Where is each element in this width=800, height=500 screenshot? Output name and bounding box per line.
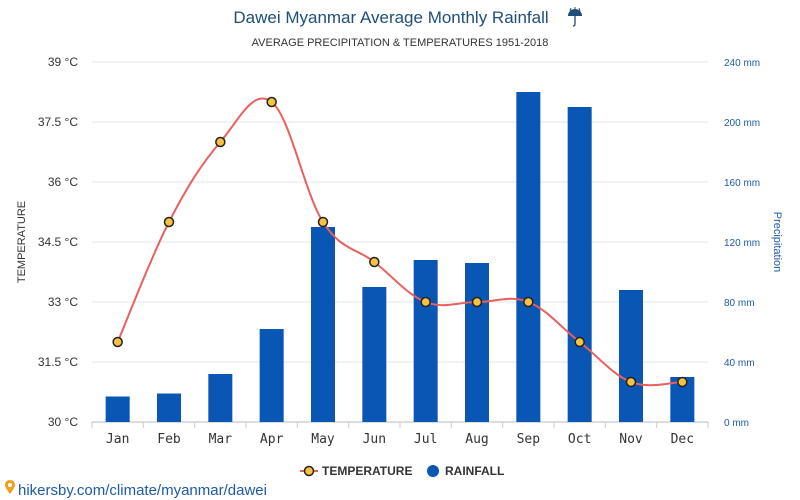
legend: TEMPERATURE RAINFALL (300, 464, 504, 478)
rainfall-bar-may[interactable] (311, 227, 335, 422)
x-tick-label-jan: Jan (106, 432, 129, 447)
right-tick-label: 200 mm (724, 118, 760, 129)
temperature-point-aug[interactable] (471, 296, 483, 308)
temperature-point-apr[interactable] (266, 96, 277, 108)
rainfall-bar-jul[interactable] (413, 260, 438, 422)
x-tick-label-jun: Jun (363, 432, 386, 447)
x-tick-label-sep: Sep (517, 432, 541, 447)
rainfall-bar-apr[interactable] (259, 329, 284, 422)
temperature-point-oct[interactable] (574, 336, 585, 348)
left-tick-label: 34.5 °C (38, 235, 78, 249)
x-tick-label-may: May (311, 432, 335, 447)
x-tick-label-aug: Aug (465, 432, 488, 447)
x-axis-ticks: Jan Feb Mar Apr May Jun Jul Aug Sep Oct Nov Dec (106, 432, 694, 447)
left-tick-label: 36 °C (48, 175, 78, 189)
x-tick-label-jul: Jul (414, 432, 437, 447)
legend-temperature-label: TEMPERATURE (322, 464, 412, 478)
right-tick-label: 80 mm (724, 298, 755, 309)
rainfall-bar-feb[interactable] (157, 393, 181, 423)
right-tick-label: 160 mm (724, 178, 760, 189)
left-tick-label: 33 °C (48, 295, 78, 309)
grid-lines (91, 61, 709, 428)
footer-link[interactable]: hikersby.com/climate/myanmar/dawei (5, 480, 267, 499)
right-tick-label: 0 mm (724, 418, 749, 429)
left-tick-label: 31.5 °C (38, 355, 78, 369)
right-axis-title: Precipitation (771, 212, 783, 273)
temperature-point-sep[interactable] (523, 296, 534, 308)
rainfall-bar-nov[interactable] (619, 290, 643, 422)
temperature-point-may[interactable] (317, 216, 329, 228)
temperature-line-group (112, 96, 688, 388)
temperature-point-jun[interactable] (369, 256, 380, 268)
temperature-point-jan[interactable] (112, 336, 123, 348)
footer-text[interactable]: hikersby.com/climate/myanmar/dawei (18, 482, 267, 499)
legend-temperature-marker (303, 465, 315, 477)
legend-rainfall-label: RAINFALL (445, 464, 504, 478)
rainfall-bar-jan[interactable] (105, 396, 130, 423)
left-tick-label: 37.5 °C (38, 115, 78, 129)
chart-subtitle: AVERAGE PRECIPITATION & TEMPERATURES 195… (252, 37, 549, 49)
x-tick-label-mar: Mar (209, 432, 233, 447)
left-axis-title: TEMPERATURE (16, 201, 28, 283)
rainfall-bar-oct[interactable] (567, 107, 592, 422)
umbrella-icon (568, 7, 582, 27)
x-tick-label-apr: Apr (260, 432, 284, 447)
rainfall-bar-jun[interactable] (362, 287, 387, 422)
location-pin-icon (5, 480, 15, 494)
right-axis-ticks: 0 mm 40 mm 80 mm 120 mm 160 mm 200 mm 240 mm (724, 58, 760, 429)
temperature-point-nov[interactable] (625, 376, 637, 388)
right-tick-label: 120 mm (724, 238, 760, 249)
right-tick-label: 240 mm (724, 58, 760, 69)
rainfall-bars (105, 92, 695, 423)
left-tick-label: 30 °C (48, 415, 78, 429)
legend-rainfall-marker (427, 465, 439, 477)
rainfall-bar-sep[interactable] (516, 92, 541, 422)
legend-rainfall[interactable]: RAINFALL (427, 464, 504, 478)
legend-temperature[interactable]: TEMPERATURE (300, 464, 412, 478)
x-tick-label-oct: Oct (568, 432, 591, 447)
temperature-point-mar[interactable] (215, 136, 226, 148)
left-tick-label: 39 °C (48, 55, 78, 69)
rainfall-bar-mar[interactable] (208, 374, 233, 422)
x-tick-label-dec: Dec (671, 432, 694, 447)
temperature-point-jul[interactable] (420, 296, 431, 308)
right-tick-label: 40 mm (724, 358, 755, 369)
temperature-point-feb[interactable] (163, 216, 175, 228)
rainfall-bar-aug[interactable] (465, 263, 489, 422)
temperature-point-dec[interactable] (677, 376, 688, 388)
x-tick-label-feb: Feb (157, 432, 181, 447)
chart-title: Dawei Myanmar Average Monthly Rainfall (233, 8, 548, 27)
left-axis-ticks: 30 °C 31.5 °C 33 °C 34.5 °C 36 °C 37.5 °C 39 °… (38, 55, 78, 429)
x-tick-label-nov: Nov (619, 432, 643, 447)
